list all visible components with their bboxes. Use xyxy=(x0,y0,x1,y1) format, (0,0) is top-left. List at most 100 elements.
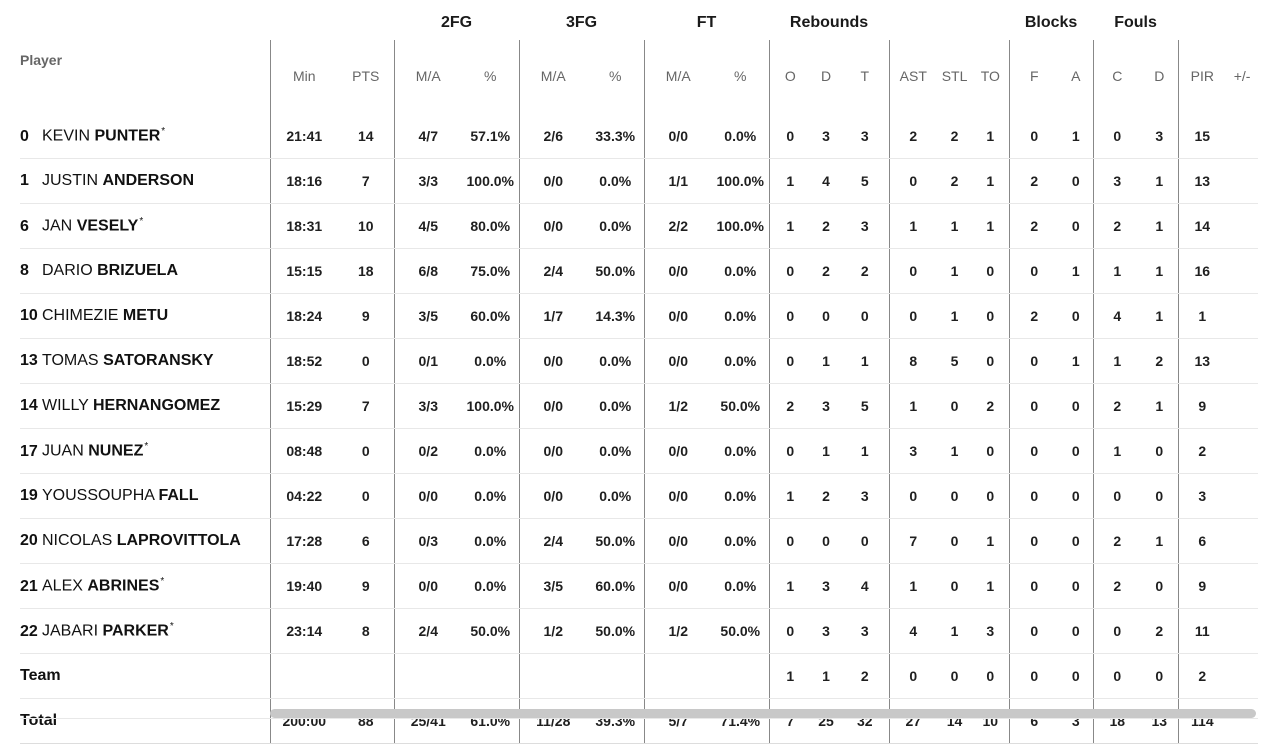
player-row[interactable]: 0 KEVIN PUNTER* 21:41 14 4/7 57.1% 2/6 33.3% 0/0… xyxy=(20,114,1262,159)
player-row[interactable]: 19 YOUSSOUPHA FALL 04:22 0 0/0 0.0% 0/0 0.0% 0/0… xyxy=(20,473,1262,519)
cell-reb-t: 5 xyxy=(841,383,890,429)
starter-marker: * xyxy=(160,576,165,588)
player-last-name[interactable]: SATORANSKY xyxy=(103,352,214,369)
col-to[interactable]: TO xyxy=(980,68,1000,84)
cell-to: 0 xyxy=(972,293,1010,339)
cell-reb-d: 1 xyxy=(811,653,842,699)
col-pir[interactable]: PIR xyxy=(1177,40,1227,114)
col-foul-d[interactable]: D xyxy=(1154,68,1165,84)
cell-to: 1 xyxy=(972,158,1010,204)
col-reb-t[interactable]: T xyxy=(860,68,870,84)
col-reb-d[interactable]: D xyxy=(820,68,832,84)
cell-foul-d: 1 xyxy=(1141,248,1179,294)
cell-fg2-ma: 6/8 xyxy=(393,248,462,294)
player-last-name[interactable]: VESELY xyxy=(76,217,139,235)
cell-fg2-ma: 0/0 xyxy=(393,563,462,609)
group-fouls: Fouls xyxy=(1114,14,1157,31)
col-blk-a[interactable]: A xyxy=(1071,68,1081,84)
player-name-cell[interactable]: 1 JUSTIN ANDERSON xyxy=(20,158,270,204)
col-stl[interactable]: STL xyxy=(941,68,968,84)
col-blk-f[interactable]: F xyxy=(1008,40,1060,114)
col-reb-o[interactable]: O xyxy=(768,40,812,114)
cell-fg2-ma: 0/3 xyxy=(393,518,462,564)
player-row[interactable]: 21 ALEX ABRINES* 19:40 9 0/0 0.0% 3/5 60.0% 0/0 0… xyxy=(20,563,1262,609)
player-row[interactable]: 17 JUAN NUNEZ* 08:48 0 0/2 0.0% 0/0 0.0% 0/0 0.0%… xyxy=(20,428,1262,474)
player-row[interactable]: 1 JUSTIN ANDERSON 18:16 7 3/3 100.0% 0/0 0.0% 1/… xyxy=(20,158,1262,204)
cell-ast: 0 xyxy=(888,158,938,204)
player-row[interactable]: 22 JABARI PARKER* 23:14 8 2/4 50.0% 1/2 50.0% 1/… xyxy=(20,608,1262,654)
player-last-name[interactable]: ANDERSON xyxy=(102,172,195,189)
cell-ft-ma: 1/1 xyxy=(643,158,712,204)
player-name-cell[interactable]: 14 WILLY HERNANGOMEZ xyxy=(20,383,270,429)
horizontal-scrollbar[interactable] xyxy=(270,709,1256,718)
cell-reb-o: 0 xyxy=(768,293,812,339)
boxscore-container: 2FG 3FG FT Rebounds Blocks Fouls Player … xyxy=(20,0,1260,744)
player-last-name[interactable]: ABRINES xyxy=(87,577,160,595)
col-ft-pct[interactable]: % xyxy=(734,68,747,84)
player-name-cell[interactable]: 17 JUAN NUNEZ* xyxy=(20,428,270,474)
col-pts[interactable]: PTS xyxy=(352,68,380,84)
col-3fg-pct[interactable]: % xyxy=(609,68,622,84)
player-last-name[interactable]: PUNTER xyxy=(94,127,161,145)
cell-reb-t: 0 xyxy=(841,293,890,339)
player-row[interactable]: 10 CHIMEZIE METU 18:24 9 3/5 60.0% 1/7 14.3% 0/0… xyxy=(20,293,1262,339)
cell-reb-o: 1 xyxy=(768,203,812,249)
player-name-cell[interactable]: 22 JABARI PARKER* xyxy=(20,608,270,654)
cell-reb-d: 3 xyxy=(811,608,842,654)
player-row[interactable]: 13 TOMAS SATORANSKY 18:52 0 0/1 0.0% 0/0 0.0% 0/… xyxy=(20,338,1262,384)
group-empty-ast xyxy=(889,0,1009,40)
player-first-name: DARIO xyxy=(42,262,93,279)
cell-pts: 10 xyxy=(338,203,394,249)
player-last-name[interactable]: BRIZUELA xyxy=(97,262,179,279)
cell-reb-d: 2 xyxy=(811,203,842,249)
player-first-name: KEVIN xyxy=(42,127,91,145)
player-name-cell[interactable]: 8 DARIO BRIZUELA xyxy=(20,248,270,294)
cell-foul-d: 13 xyxy=(1141,698,1179,744)
player-row[interactable]: 14 WILLY HERNANGOMEZ 15:29 7 3/3 100.0% 0/0 0.0… xyxy=(20,383,1262,429)
player-last-name[interactable]: FALL xyxy=(158,487,199,504)
col-ft-ma[interactable]: M/A xyxy=(643,40,712,114)
player-row[interactable]: 20 NICOLAS LAPROVITTOLA 17:28 6 0/3 0.0% 2/4 50… xyxy=(20,518,1262,564)
player-row[interactable]: 8 DARIO BRIZUELA 15:15 18 6/8 75.0% 2/4 50.0% 0/… xyxy=(20,248,1262,294)
player-row[interactable]: 6 JAN VESELY* 18:31 10 4/5 80.0% 0/0 0.0% 2/2 100… xyxy=(20,203,1262,249)
cell-blk-a: 0 xyxy=(1059,518,1094,564)
player-first-name: YOUSSOUPHA xyxy=(42,487,155,504)
player-last-name[interactable]: NUNEZ xyxy=(88,442,144,460)
player-name-cell[interactable]: 20 NICOLAS LAPROVITTOLA xyxy=(20,518,270,564)
cell-blk-f: 6 xyxy=(1008,698,1060,744)
col-2fg-ma[interactable]: M/A xyxy=(393,40,462,114)
cell-blk-a: 0 xyxy=(1059,608,1094,654)
player-name-cell[interactable]: 19 YOUSSOUPHA FALL xyxy=(20,473,270,519)
player-number: 19 xyxy=(20,487,38,504)
col-3fg-ma[interactable]: M/A xyxy=(518,40,587,114)
player-name-cell[interactable]: 6 JAN VESELY* xyxy=(20,203,270,249)
cell-reb-t: 3 xyxy=(841,608,890,654)
cell-pir: 16 xyxy=(1177,248,1227,294)
cell-reb-o: 1 xyxy=(768,653,812,699)
group-header-row: 2FG 3FG FT Rebounds Blocks Fouls xyxy=(20,0,1262,40)
col-2fg-pct[interactable]: % xyxy=(484,68,497,84)
cell-ast: 0 xyxy=(888,248,938,294)
col-plusminus[interactable]: +/- xyxy=(1233,68,1251,84)
col-foul-c[interactable]: C xyxy=(1092,40,1142,114)
cell-reb-t: 1 xyxy=(841,428,890,474)
player-name-cell[interactable]: 13 TOMAS SATORANSKY xyxy=(20,338,270,384)
player-last-name[interactable]: LAPROVITTOLA xyxy=(116,532,241,549)
cell-foul-d: 1 xyxy=(1141,158,1179,204)
player-name-cell[interactable]: 10 CHIMEZIE METU xyxy=(20,293,270,339)
cell-ft-pct: 100.0% xyxy=(712,203,770,249)
player-name-cell[interactable]: 0 KEVIN PUNTER* xyxy=(20,114,270,159)
player-name-cell[interactable]: 21 ALEX ABRINES* xyxy=(20,563,270,609)
cell-stl: 1 xyxy=(937,428,973,474)
cell-foul-d: 1 xyxy=(1141,203,1179,249)
cell-blk-a: 0 xyxy=(1059,653,1094,699)
col-min[interactable]: Min xyxy=(269,40,338,114)
player-last-name[interactable]: HERNANGOMEZ xyxy=(93,397,221,414)
cell-min: 04:22 xyxy=(269,473,338,519)
player-last-name[interactable]: PARKER xyxy=(102,622,169,640)
col-player[interactable]: Player xyxy=(20,52,63,68)
cell-reb-d: 3 xyxy=(811,383,842,429)
cell-stl: 1 xyxy=(937,203,973,249)
col-ast[interactable]: AST xyxy=(888,40,938,114)
player-last-name[interactable]: METU xyxy=(122,307,169,324)
